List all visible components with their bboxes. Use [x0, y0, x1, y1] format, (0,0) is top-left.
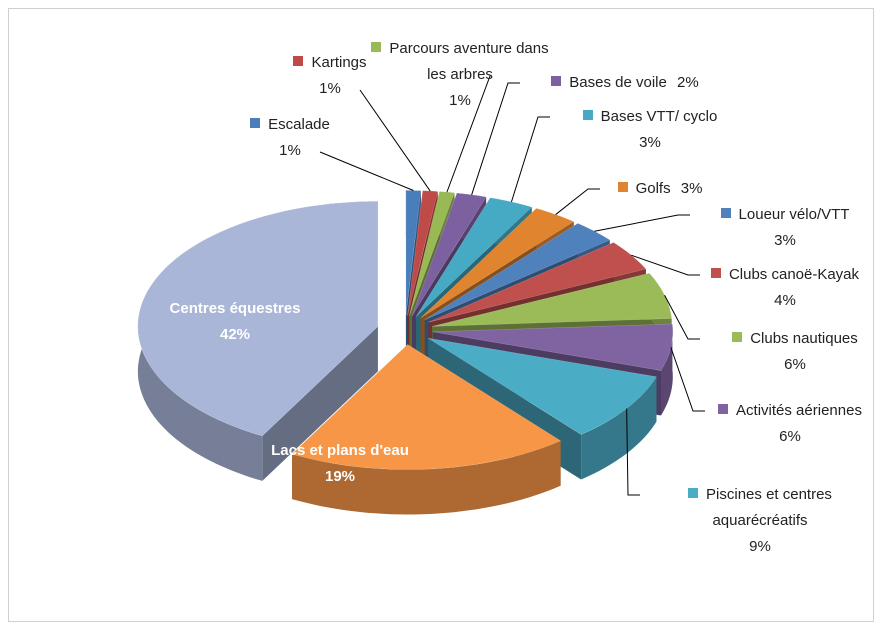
label-line: Activités aériennes — [705, 398, 875, 424]
leader-line — [626, 408, 640, 496]
value-label: 1% — [449, 92, 471, 109]
legend-key — [688, 488, 699, 498]
legend-key — [718, 404, 729, 414]
leader-line — [631, 254, 700, 276]
data-label: Piscines et centres aquarécréatifs 9% — [640, 482, 880, 560]
label-line: Escalade — [200, 112, 380, 138]
slice-label: Centres équestres — [169, 300, 301, 317]
slice-label: Clubs nautiques — [750, 330, 858, 347]
data-label: Parcours aventure dans les arbres 1% — [360, 36, 560, 114]
leader-line — [664, 295, 700, 340]
slice-label: Bases de voile — [569, 74, 667, 91]
legend-key — [617, 182, 628, 192]
slice-label: Bases VTT/ cyclo — [600, 108, 718, 125]
leader-line — [359, 89, 431, 192]
slice-label: Parcours aventure dans les arbres — [389, 40, 549, 83]
data-label: Kartings 1% — [250, 50, 410, 102]
value-label: 4% — [774, 292, 796, 309]
label-line: Clubs nautiques — [700, 326, 884, 352]
slice-wall — [292, 440, 561, 515]
slice-label: Lacs et plans d'eau — [271, 442, 409, 459]
data-label: Golfs 3% — [600, 176, 720, 202]
slice-wall — [581, 376, 657, 480]
leader-line — [555, 188, 600, 215]
data-label: Bases VTT/ cyclo 3% — [550, 104, 750, 156]
slice — [415, 197, 533, 317]
value-label: 6% — [779, 428, 801, 445]
slice-label: Activités aériennes — [736, 402, 862, 419]
slice — [424, 223, 611, 320]
label-line: Parcours aventure dans les arbres — [360, 36, 560, 88]
label-line: Loueur vélo/VTT — [690, 202, 880, 228]
slice-wall — [661, 324, 673, 416]
slice-label: Loueur vélo/VTT — [738, 206, 850, 223]
legend-key — [732, 332, 743, 342]
label-line: Bases VTT/ cyclo — [550, 104, 750, 130]
slice-label: Golfs — [635, 180, 671, 197]
data-label: Clubs nautiques 6% — [700, 326, 884, 378]
value-label: 3% — [639, 134, 661, 151]
legend-key — [551, 76, 562, 86]
leader-line — [670, 347, 705, 412]
legend-key — [710, 268, 721, 278]
slice-label: Escalade — [268, 116, 330, 133]
value-label: 3% — [774, 232, 796, 249]
label-line: Bases de voile 2% — [520, 70, 730, 96]
slice-label: Piscines et centres aquarécréatifs — [706, 486, 832, 529]
value-label: 1% — [279, 142, 301, 159]
legend-key — [582, 110, 593, 120]
slice — [420, 208, 575, 319]
leader-line — [319, 151, 414, 191]
value-label: 42% — [219, 326, 251, 343]
leader-line — [594, 214, 690, 232]
slice — [291, 344, 562, 470]
slice-label: Kartings — [311, 54, 367, 71]
slice — [137, 201, 379, 437]
value-label: 3% — [676, 180, 703, 197]
legend-key — [371, 42, 382, 52]
label-line: Clubs canoë-Kayak — [700, 262, 870, 288]
data-label: Escalade 1% — [200, 112, 380, 164]
leader-line — [446, 75, 491, 193]
value-label: 2% — [672, 74, 699, 91]
data-label: Clubs canoë-Kayak 4% — [700, 262, 870, 314]
slice — [411, 192, 487, 317]
label-line: Kartings — [250, 50, 410, 76]
slice-side — [262, 326, 378, 481]
data-label: Bases de voile 2% — [520, 70, 730, 96]
value-label: 19% — [324, 468, 356, 485]
value-label: 6% — [784, 356, 806, 373]
leader-line — [471, 82, 520, 195]
data-label: Lacs et plans d'eau 19% — [255, 438, 425, 490]
slice-label: Clubs canoë-Kayak — [728, 266, 860, 283]
legend-key — [250, 118, 261, 128]
leader-line — [510, 116, 550, 203]
slice — [428, 337, 657, 435]
legend-key — [720, 208, 731, 218]
data-label: Centres équestres 42% — [150, 296, 320, 348]
value-label: 1% — [319, 80, 341, 97]
label-line: Golfs 3% — [600, 176, 720, 202]
chart-frame — [8, 8, 874, 622]
value-label: 9% — [749, 538, 771, 555]
label-line: Piscines et centres aquarécréatifs — [640, 482, 880, 534]
legend-key — [293, 56, 304, 66]
data-label: Loueur vélo/VTT 3% — [690, 202, 880, 254]
data-label: Activités aériennes 6% — [705, 398, 875, 450]
